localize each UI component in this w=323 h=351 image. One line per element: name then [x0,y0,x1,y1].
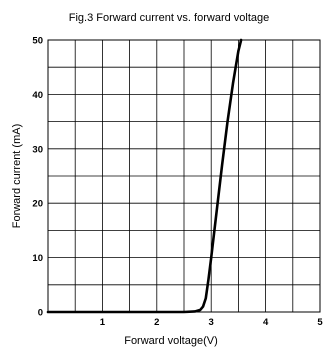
x-tick-label: 1 [100,317,106,328]
y-tick-label: 0 [38,308,43,319]
x-tick-label: 3 [209,317,214,328]
x-axis-label: Forward voltage(V) [124,335,218,347]
y-tick-label: 30 [32,144,43,155]
grid [48,40,320,312]
y-tick-label: 20 [32,199,43,210]
y-tick-label: 10 [32,253,43,264]
y-axis-label: Forward current (mA) [11,124,23,229]
chart-title: Fig.3 Forward current vs. forward voltag… [69,12,270,24]
x-axis-ticks: 1 2 3 4 5 [100,317,323,328]
series-line [46,38,243,314]
x-tick-label: 5 [317,317,323,328]
y-tick-label: 50 [32,36,43,47]
x-tick-label: 4 [263,317,269,328]
x-tick-label: 2 [154,317,159,328]
series-layer [46,38,243,314]
y-tick-label: 40 [32,90,43,101]
y-axis-ticks: 0 10 20 30 40 50 [32,36,43,319]
